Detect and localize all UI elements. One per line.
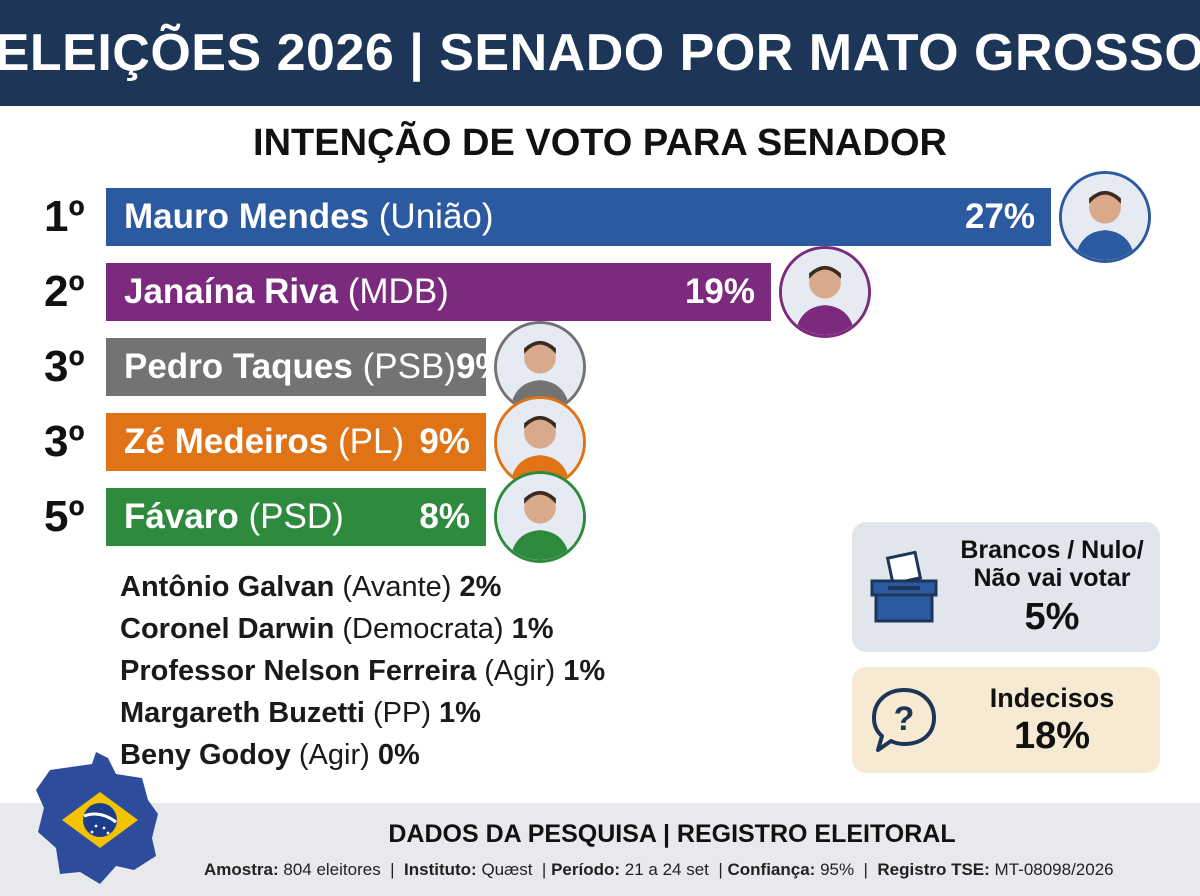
candidate-party: (MDB) bbox=[347, 272, 449, 311]
candidate-name: Mauro Mendes bbox=[124, 197, 370, 236]
candidate-percentage: 1% bbox=[439, 697, 481, 729]
candidate-bar: Mauro Mendes (União) 27% bbox=[106, 188, 1051, 246]
candidate-avatar bbox=[779, 246, 871, 338]
candidate-name: Professor Nelson Ferreira bbox=[120, 655, 477, 687]
candidate-name: Margareth Buzetti bbox=[120, 697, 365, 729]
blank-null-label-line1: Brancos / Nulo/ bbox=[960, 535, 1144, 564]
ballot-box-icon bbox=[870, 550, 938, 623]
candidate-party: (PP) bbox=[372, 697, 431, 729]
undecided-value: 18% bbox=[1013, 714, 1091, 757]
confidence-key: Confiança: bbox=[727, 860, 816, 879]
period-key: Período: bbox=[551, 860, 621, 879]
registry-value: MT-08098/2026 bbox=[994, 860, 1114, 879]
candidate-name: Janaína Riva bbox=[124, 272, 338, 311]
candidate-name: Coronel Darwin bbox=[120, 613, 335, 645]
candidate-name: Fávaro bbox=[124, 497, 239, 536]
rank-label: 2º bbox=[44, 267, 85, 316]
survey-details: Amostra: 804 eleitores | Instituto: Quæs… bbox=[204, 860, 1114, 879]
candidate-party: (Avante) bbox=[342, 571, 452, 603]
svg-text:?: ? bbox=[894, 700, 915, 738]
candidate-bar: Pedro Taques (PSB) 9% bbox=[106, 338, 507, 396]
sample-value: 804 eleitores bbox=[283, 860, 381, 879]
rank-label: 3º bbox=[44, 417, 85, 466]
candidate-name: Zé Medeiros bbox=[124, 422, 329, 461]
rank-label: 5º bbox=[44, 492, 85, 541]
rank-label: 3º bbox=[44, 342, 85, 391]
candidate-percentage: 0% bbox=[377, 739, 420, 771]
bar-value-label: 8% bbox=[419, 497, 470, 536]
mato-grosso-map-icon bbox=[36, 752, 158, 884]
footer-title: DADOS DA PESQUISA | REGISTRO ELEITORAL bbox=[388, 820, 956, 848]
candidate-avatar bbox=[494, 396, 586, 488]
bar-candidate-label: Pedro Taques (PSB) bbox=[124, 347, 456, 387]
blank-null-value: 5% bbox=[1024, 595, 1080, 638]
footer-panel bbox=[0, 803, 1200, 896]
other-candidates-list: Antônio Galvan (Avante) 2% Coronel Darwi… bbox=[120, 566, 605, 776]
candidate-bar: Fávaro (PSD) 8% bbox=[106, 488, 486, 546]
candidate-party: (Agir) bbox=[298, 739, 370, 771]
bar-candidate-label: Janaína Riva (MDB) bbox=[124, 272, 449, 312]
bar-value-label: 9% bbox=[419, 422, 470, 461]
header-banner: ELEIÇÕES 2026 | SENADO POR MATO GROSSO bbox=[0, 0, 1200, 106]
bar-candidate-label: Fávaro (PSD) bbox=[124, 497, 344, 537]
page-title: ELEIÇÕES 2026 | SENADO POR MATO GROSSO bbox=[0, 24, 1200, 82]
candidate-party: (Democrata) bbox=[342, 613, 504, 645]
list-item: Margareth Buzetti (PP) 1% bbox=[120, 692, 605, 734]
rank-label: 1º bbox=[44, 192, 85, 241]
candidate-party: (PSD) bbox=[248, 497, 344, 536]
candidate-percentage: 1% bbox=[563, 655, 606, 687]
institute-value: Quæst bbox=[481, 860, 533, 879]
candidate-avatar bbox=[494, 321, 586, 413]
candidate-avatar bbox=[1059, 171, 1151, 263]
institute-key: Instituto: bbox=[404, 860, 477, 879]
candidate-bar: Zé Medeiros (PL) 9% bbox=[106, 413, 486, 471]
bar-value-label: 27% bbox=[964, 197, 1035, 236]
candidate-party: (União) bbox=[378, 197, 494, 236]
candidate-bar: Janaína Riva (MDB) 19% bbox=[106, 263, 771, 321]
undecided-card: ? Indecisos 18% bbox=[852, 667, 1160, 773]
candidate-name: Beny Godoy bbox=[120, 739, 291, 771]
candidate-name: Antônio Galvan bbox=[120, 571, 335, 603]
candidate-party: (PL) bbox=[337, 422, 405, 461]
bar-value-label: 19% bbox=[684, 272, 755, 311]
candidate-party: (Agir) bbox=[484, 655, 556, 687]
period-value: 21 a 24 set bbox=[624, 860, 709, 879]
candidate-percentage: 2% bbox=[459, 571, 502, 603]
bar-candidate-label: Zé Medeiros (PL) bbox=[124, 422, 404, 462]
candidate-avatar bbox=[494, 471, 586, 563]
undecided-label: Indecisos bbox=[989, 682, 1115, 713]
list-item: Beny Godoy (Agir) 0% bbox=[120, 734, 605, 776]
bar-candidate-label: Mauro Mendes (União) bbox=[124, 197, 494, 237]
candidate-name: Pedro Taques bbox=[124, 347, 353, 386]
candidate-percentage: 1% bbox=[511, 613, 554, 645]
blank-null-card: Brancos / Nulo/ Não vai votar 5% bbox=[852, 522, 1160, 652]
list-item: Professor Nelson Ferreira (Agir) 1% bbox=[120, 650, 605, 692]
confidence-value: 95% bbox=[820, 860, 855, 879]
blank-null-label-line2: Não vai votar bbox=[973, 563, 1131, 592]
sample-key: Amostra: bbox=[204, 860, 279, 879]
chart-title: INTENÇÃO DE VOTO PARA SENADOR bbox=[253, 122, 947, 164]
registry-key: Registro TSE: bbox=[877, 860, 990, 879]
candidate-party: (PSB) bbox=[362, 347, 456, 386]
list-item: Antônio Galvan (Avante) 2% bbox=[120, 566, 605, 608]
question-bubble-icon: ? bbox=[872, 688, 936, 752]
list-item: Coronel Darwin (Democrata) 1% bbox=[120, 608, 605, 650]
